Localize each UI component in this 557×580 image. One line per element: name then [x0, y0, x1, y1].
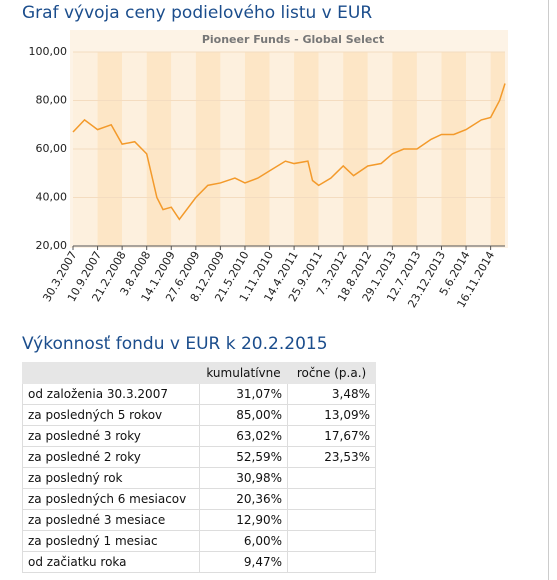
- chart: Pioneer Funds - Global Select 20,00 40,00…: [29, 30, 508, 310]
- cell: 52,59%: [199, 446, 288, 468]
- table-row: od založenia 30.3.2007 31,07% 3,48%: [22, 383, 376, 405]
- cell: 3,48%: [287, 383, 376, 405]
- cell: od založenia 30.3.2007: [22, 383, 200, 405]
- cell: kumulatívne: [199, 362, 288, 384]
- table-row: za posledné 3 roky 63,02% 17,67%: [22, 425, 376, 447]
- cell: za posledné 3 mesiace: [22, 509, 200, 531]
- y-tick-label: 20,00: [36, 239, 68, 252]
- chart-title: Pioneer Funds - Global Select: [202, 33, 384, 46]
- table-title: Výkonnosť fondu v EUR k 20.2.2015: [22, 334, 328, 354]
- cell: 63,02%: [199, 425, 288, 447]
- y-tick-label: 60,00: [36, 142, 68, 155]
- cell: za posledný rok: [22, 467, 200, 489]
- table-row: za posledných 6 mesiacov 20,36%: [22, 488, 376, 510]
- cell: 13,09%: [287, 404, 376, 426]
- cell: 23,53%: [287, 446, 376, 468]
- cell: [287, 509, 376, 531]
- cell: od začiatku roka: [22, 551, 200, 573]
- cell: [22, 362, 200, 384]
- y-tick-label: 80,00: [36, 94, 68, 107]
- table-row: za posledný 1 mesiac 6,00%: [22, 530, 376, 552]
- cell: za posledné 2 roky: [22, 446, 200, 468]
- cell: 9,47%: [199, 551, 288, 573]
- y-tick-label: 40,00: [36, 191, 68, 204]
- cell: 12,90%: [199, 509, 288, 531]
- divider: [548, 0, 549, 580]
- table-row: za posledné 2 roky 52,59% 23,53%: [22, 446, 376, 468]
- cell: [287, 488, 376, 510]
- heading: Graf vývoja ceny podielového listu v EUR: [22, 3, 373, 23]
- cell: [287, 530, 376, 552]
- cell: ročne (p.a.): [287, 362, 376, 384]
- cell: 31,07%: [199, 383, 288, 405]
- cell: 6,00%: [199, 530, 288, 552]
- cell: 20,36%: [199, 488, 288, 510]
- y-tick-label: 100,00: [29, 45, 68, 58]
- table-row: za posledné 3 mesiace 12,90%: [22, 509, 376, 531]
- performance-table: kumulatívne ročne (p.a.) od založenia 30.3…: [22, 362, 376, 573]
- cell: 17,67%: [287, 425, 376, 447]
- cell: [287, 467, 376, 489]
- cell: [287, 551, 376, 573]
- cell: 30,98%: [199, 467, 288, 489]
- table-row: od začiatku roka 9,47%: [22, 551, 376, 573]
- price-line: [72, 83, 506, 221]
- cell: za posledný 1 mesiac: [22, 530, 200, 552]
- table-row: kumulatívne ročne (p.a.): [22, 362, 376, 384]
- table-row: za posledných 5 rokov 85,00% 13,09%: [22, 404, 376, 426]
- cell: za posledné 3 roky: [22, 425, 200, 447]
- cell: za posledných 6 mesiacov: [22, 488, 200, 510]
- table-row: za posledný rok 30,98%: [22, 467, 376, 489]
- cell: 85,00%: [199, 404, 288, 426]
- cell: za posledných 5 rokov: [22, 404, 200, 426]
